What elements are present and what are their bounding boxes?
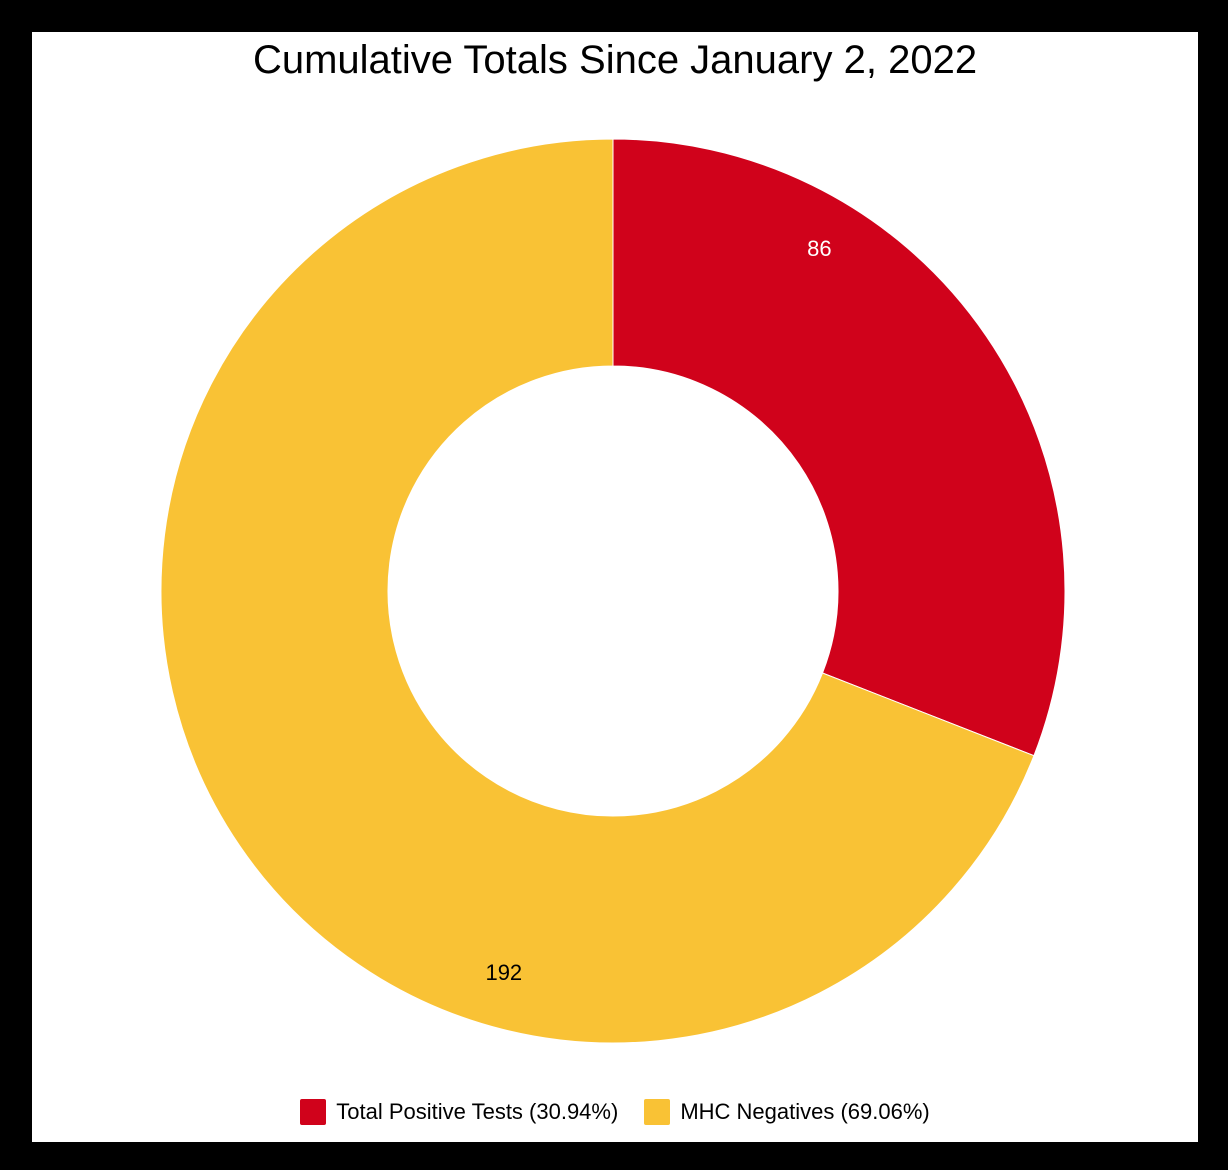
slice-value-label-0: 86 [807,236,831,261]
legend-label: Total Positive Tests (30.94%) [336,1099,619,1124]
chart-title: Cumulative Totals Since January 2, 2022 [252,38,978,82]
legend-swatch [300,1099,327,1125]
chart-panel: Cumulative Totals Since January 2, 2022 … [32,32,1198,1142]
donut-slice-0 [612,138,1066,757]
legend-item-1: MHC Negatives (69.06%) [644,1099,930,1125]
legend-swatch [644,1099,671,1125]
donut-slice-1 [160,138,1035,1044]
legend-label: MHC Negatives (69.06%) [680,1099,930,1124]
legend-item-0: Total Positive Tests (30.94%) [300,1099,618,1125]
slice-value-label-1: 192 [485,960,522,985]
donut-chart: 86 192 [160,138,1066,1044]
chart-legend: Total Positive Tests (30.94%) MHC Negativ… [32,1092,1198,1132]
